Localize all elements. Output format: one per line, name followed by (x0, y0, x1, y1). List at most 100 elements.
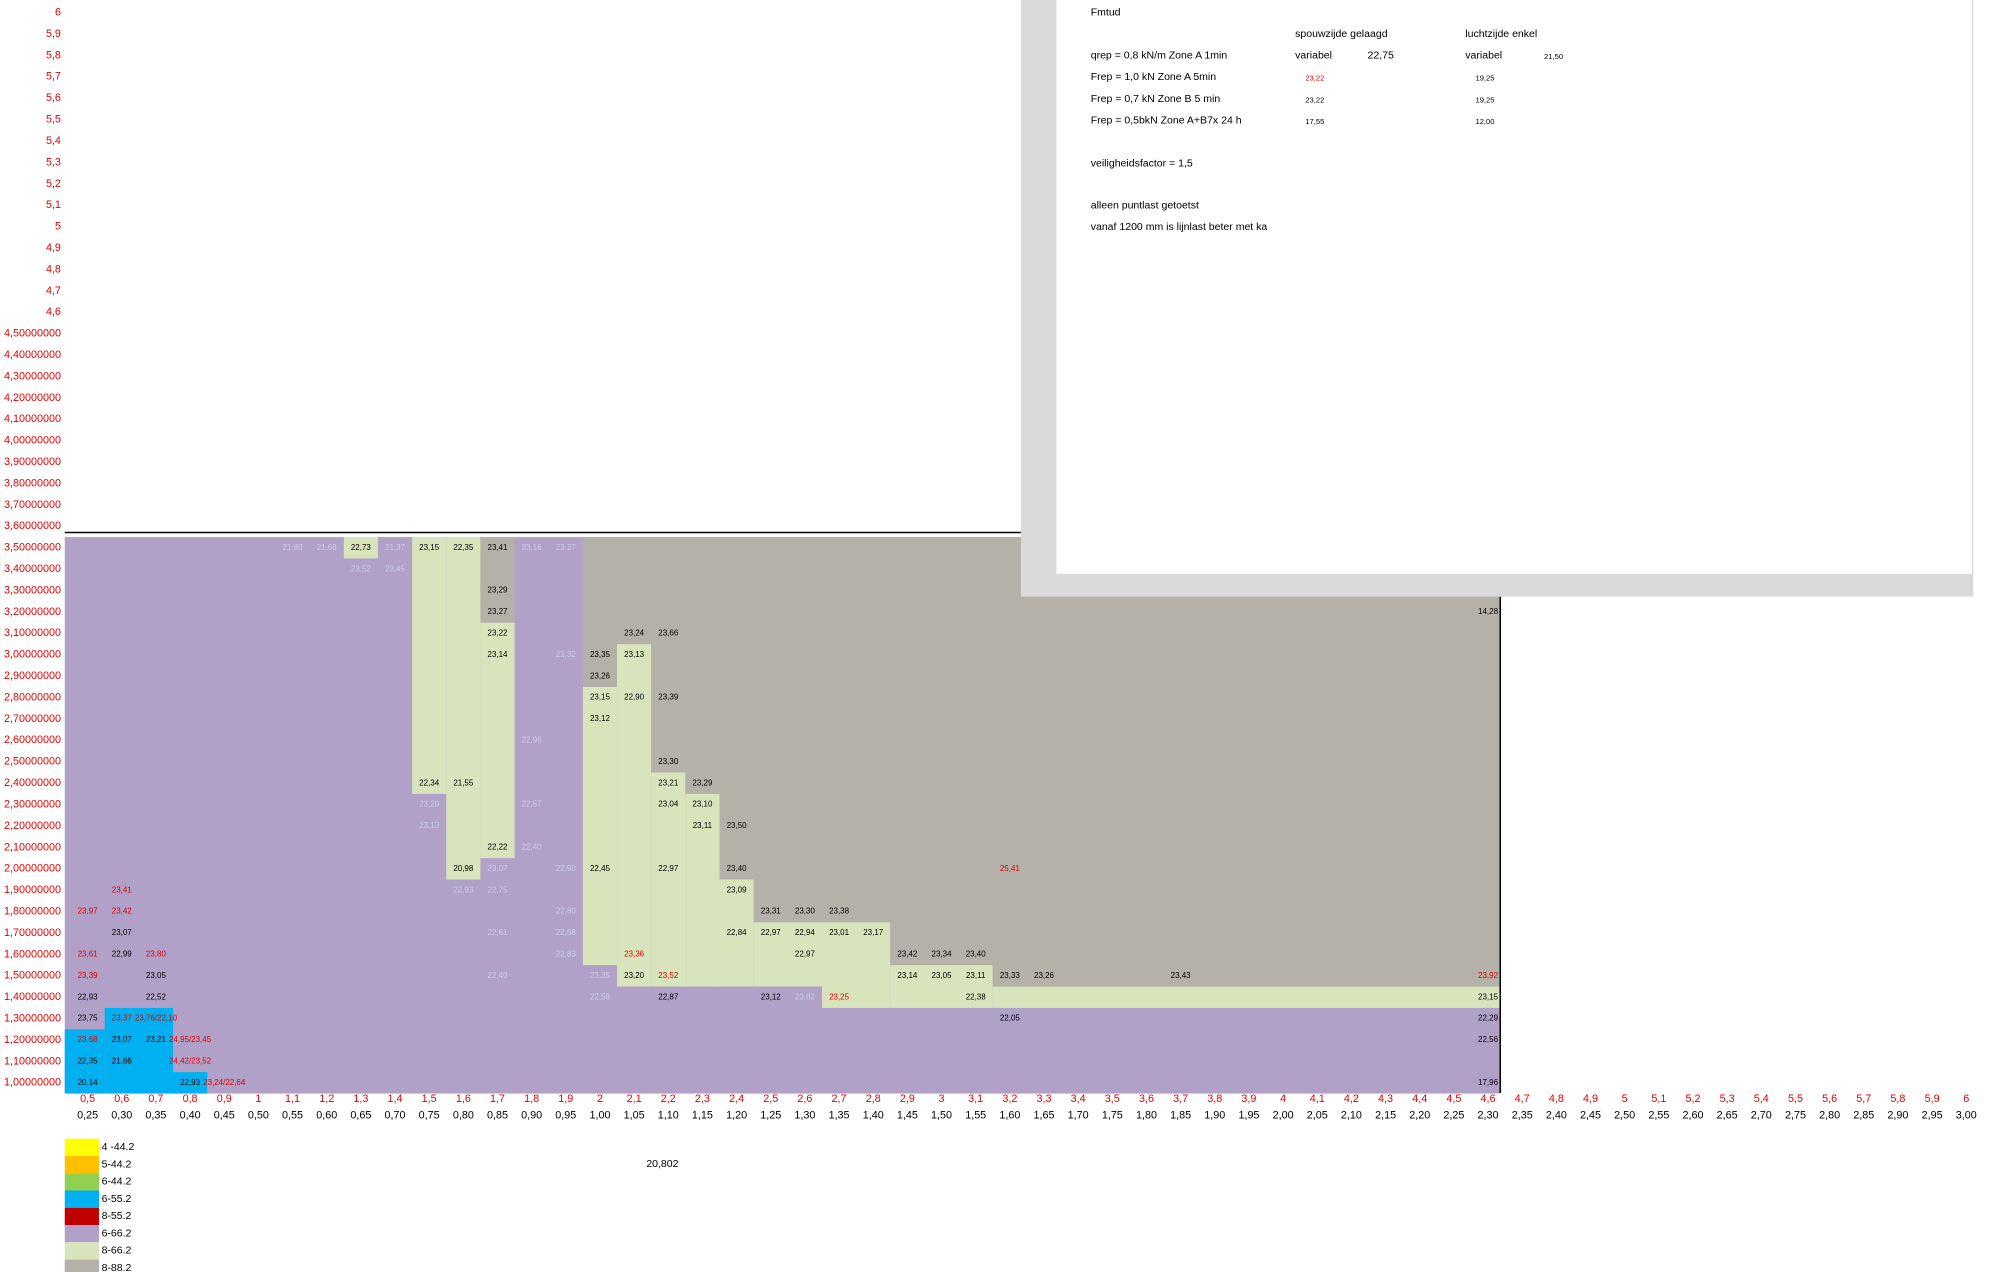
cell-value: 23,17 (863, 928, 884, 937)
row-label: 3,30000000 (4, 584, 61, 596)
column-label: 2,4 (729, 1093, 744, 1105)
column-label: 2,10 (1341, 1110, 1362, 1122)
cell-value: 23,40 (966, 950, 987, 959)
column-label: 2,70 (1751, 1110, 1772, 1122)
column-label: 4,1 (1310, 1093, 1325, 1105)
column-label: 1,6 (456, 1093, 471, 1105)
cell-value: 23,02 (795, 992, 816, 1001)
column-label: 2,35 (1512, 1110, 1533, 1122)
column-label: 4,3 (1378, 1093, 1393, 1105)
cell-region (685, 537, 720, 794)
row-label: 5,4 (46, 135, 61, 147)
row-label: 3,10000000 (4, 627, 61, 639)
row-label: 5,2 (46, 178, 61, 190)
cell-region (992, 537, 1500, 987)
column-label: 3,6 (1139, 1093, 1154, 1105)
column-label: 2,60 (1682, 1110, 1703, 1122)
cell-region (685, 793, 720, 987)
column-label: 1,20 (726, 1110, 747, 1122)
cell-value: 23,75 (78, 1014, 99, 1023)
column-label: 0,30 (111, 1110, 132, 1122)
cell-value: 22,75 (488, 885, 509, 894)
cell-region (582, 686, 618, 966)
panel-value: 12,00 (1475, 117, 1494, 126)
cell-region (651, 772, 686, 987)
legend-swatch (64, 1155, 100, 1174)
column-label: 2,1 (627, 1093, 642, 1105)
cell-value: 23,66 (658, 628, 679, 637)
cell-value: 22,29 (1478, 1014, 1499, 1023)
cell-region (104, 1007, 174, 1094)
row-label: 1,50000000 (4, 970, 61, 982)
panel-value: 19,25 (1475, 74, 1494, 83)
column-label: 0,60 (316, 1110, 337, 1122)
column-label: 5 (1622, 1093, 1628, 1105)
column-label: 1,75 (1102, 1110, 1123, 1122)
column-label: 3 (939, 1093, 945, 1105)
column-label: 3,3 (1037, 1093, 1052, 1105)
column-label: 2,30 (1478, 1110, 1499, 1122)
row-label: 3,70000000 (4, 499, 61, 511)
cell-value: 17,96 (1478, 1078, 1499, 1087)
row-label: 1,60000000 (4, 948, 61, 960)
cell-value: 20,14 (78, 1078, 99, 1087)
cell-value: 23,22 (488, 628, 509, 637)
panel-body (1056, 0, 1972, 574)
column-label: 2,6 (797, 1093, 812, 1105)
column-label: 0,45 (214, 1110, 235, 1122)
cell-value: 21,68 (317, 543, 338, 552)
cell-value: 14,28 (1478, 607, 1499, 616)
row-label: 5,3 (46, 156, 61, 168)
column-label: 4,7 (1515, 1093, 1530, 1105)
column-label: 0,70 (385, 1110, 406, 1122)
cell-value: 23,41 (488, 543, 509, 552)
cell-value: 23,10 (692, 800, 713, 809)
cell-region (617, 644, 652, 987)
row-label: 4,7 (46, 285, 61, 297)
row-label: 5,8 (46, 49, 61, 61)
row-label: 1,40000000 (4, 991, 61, 1003)
cell-value: 23,07 (112, 1035, 133, 1044)
cell-region (480, 537, 515, 623)
column-label: 5,2 (1685, 1093, 1700, 1105)
column-label: 4,4 (1412, 1093, 1427, 1105)
cell-region (719, 537, 754, 880)
cell-value: 22,05 (1000, 1014, 1021, 1023)
cell-value: 23,12 (761, 992, 782, 1001)
column-label: 5,5 (1788, 1093, 1803, 1105)
cell-value: 23,20 (624, 971, 645, 980)
cell-value: 23,35 (590, 971, 611, 980)
cell-region (890, 537, 993, 966)
cell-value: 22,40 (488, 971, 509, 980)
row-label: 4,40000000 (4, 349, 61, 361)
cell-value: 23,61 (78, 950, 99, 959)
row-label: 3,40000000 (4, 563, 61, 575)
cell-value: 22,61 (488, 928, 509, 937)
panel-value: 17,55 (1305, 117, 1324, 126)
column-label: 1,00 (589, 1110, 610, 1122)
cell-region (446, 537, 481, 880)
cell-value: 23,97 (78, 907, 99, 916)
cell-value: 23,09 (727, 885, 748, 894)
panel-value: 22,75 (1368, 50, 1394, 62)
column-label: 3,2 (1002, 1093, 1017, 1105)
row-label: 4,10000000 (4, 413, 61, 425)
legend-label: 8-55.2 (102, 1210, 132, 1222)
column-label: 2 (597, 1093, 603, 1105)
cell-value: 21,37 (385, 543, 406, 552)
cell-value: 22,97 (795, 950, 816, 959)
cell-value: 22,90 (624, 693, 645, 702)
panel-note: vanaf 1200 mm is lijnlast beter met ka (1091, 221, 1268, 233)
column-label: 2,3 (695, 1093, 710, 1105)
cell-value: 22,96 (522, 736, 543, 745)
cell-value: 23,07 (112, 928, 133, 937)
legend-swatch (64, 1207, 100, 1226)
panel-header: spouwzijde gelaagd (1295, 28, 1388, 40)
column-label: 1,05 (624, 1110, 645, 1122)
color-regions (64, 537, 1500, 1094)
cell-value: 22,90 (556, 864, 577, 873)
column-label: 4,5 (1446, 1093, 1461, 1105)
cell-value: 22,87 (658, 992, 679, 1001)
row-label: 2,00000000 (4, 863, 61, 875)
panel-note: alleen puntlast getoetst (1091, 199, 1199, 211)
